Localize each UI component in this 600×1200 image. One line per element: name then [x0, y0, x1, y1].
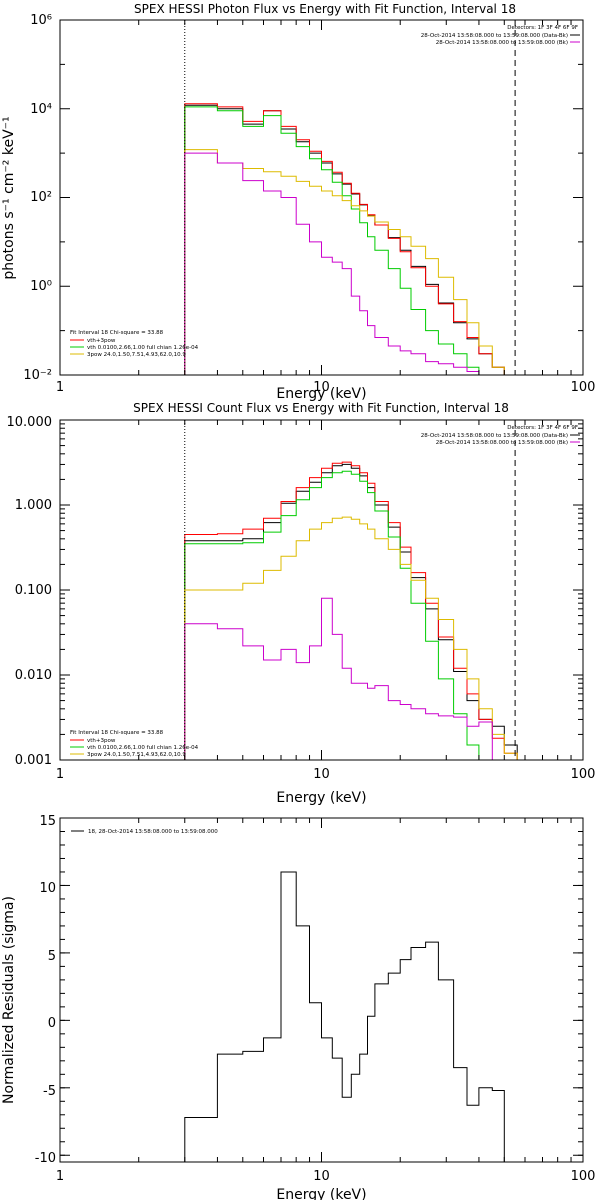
photon-y-axis-label: photons s⁻¹ cm⁻² keV⁻¹ [1, 116, 17, 279]
count-y-tick-label: 0.010 [15, 668, 52, 683]
count-series-2 [184, 470, 543, 761]
count-fit-header: Fit Interval 18 Chi-square = 33.88 [70, 730, 164, 736]
residuals-series-group [184, 871, 518, 1163]
count-series-1 [184, 461, 543, 761]
photon-legend-entry-background: 28-Oct-2014 13:58:08.000 to 13:59:08.000… [436, 40, 568, 46]
count-series-0 [184, 463, 543, 761]
residuals-y-axis-label: Normalized Residuals (sigma) [1, 896, 17, 1104]
photon-legend-entry-data: 28-Oct-2014 13:58:08.000 to 13:59:08.000… [421, 33, 568, 39]
count-legend-top: Detectors: 1F 3F 4F 6F 9F 28-Oct-2014 13… [421, 425, 580, 446]
count-y-tick-label: 10.000 [7, 415, 53, 430]
count-chart-title: SPEX HESSI Count Flux vs Energy with Fit… [133, 401, 509, 415]
photon-plot-frame [59, 19, 584, 376]
count-series-4 [184, 597, 543, 761]
photon-x-axis-label: Energy (keV) [276, 386, 366, 402]
count-series-group [184, 461, 543, 761]
residuals-legend-entry: 18, 28-Oct-2014 13:58:08.000 to 13:59:08… [88, 829, 218, 835]
count-legend-bottom: Fit Interval 18 Chi-square = 33.88 vth+3… [70, 730, 199, 758]
residuals-y-axis [60, 817, 583, 1156]
residuals-legend: 18, 28-Oct-2014 13:58:08.000 to 13:59:08… [71, 829, 218, 835]
count-flux-panel: SPEX HESSI Count Flux vs Energy with Fit… [7, 401, 596, 806]
count-y-tick-label: 1.000 [15, 498, 52, 513]
residuals-x-tick-label: 100 [571, 1169, 596, 1184]
residuals-x-axis-label: Energy (keV) [276, 1187, 366, 1200]
count-legend-entry-background: 28-Oct-2014 13:58:08.000 to 13:59:08.000… [436, 440, 568, 446]
photon-x-tick-label: 100 [571, 380, 596, 395]
residuals-x-tick-label: 1 [56, 1169, 64, 1184]
count-x-tick-label: 1 [56, 767, 64, 782]
count-x-tick-label: 10 [313, 767, 330, 782]
residuals-y-tick-label: 10 [39, 881, 56, 896]
photon-y-tick-label: 10⁻² [23, 368, 52, 383]
photon-y-tick-label: 10² [30, 190, 52, 205]
photon-x-axis [59, 20, 572, 375]
photon-y-tick-label: 10⁰ [30, 279, 52, 294]
photon-y-axis [60, 19, 583, 376]
photon-legend-top: Detectors: 1F 3F 4F 6F 9F 28-Oct-2014 13… [421, 25, 580, 46]
photon-y-tick-label: 10⁶ [30, 13, 52, 28]
photon-chart-title: SPEX HESSI Photon Flux vs Energy with Fi… [134, 2, 516, 16]
residuals-y-tick-label: -10 [35, 1151, 56, 1166]
photon-legend-header: Detectors: 1F 3F 4F 6F 9F [507, 25, 578, 31]
residuals-y-tick-label: 5 [48, 949, 56, 964]
count-legend-entry-fit: vth+3pow [87, 738, 116, 744]
photon-fit-header: Fit Interval 18 Chi-square = 33.88 [70, 330, 164, 336]
residuals-x-tick-label: 10 [313, 1169, 330, 1184]
count-y-tick-label: 0.100 [15, 583, 52, 598]
count-series-3 [184, 516, 543, 761]
photon-legend-entry-3pow: 3pow 24.0,1.50,7.51,4.93,62.0,10.9 [87, 352, 186, 358]
count-y-axis [60, 419, 583, 761]
residuals-y-tick-label: 15 [39, 814, 56, 829]
count-legend-header: Detectors: 1F 3F 4F 6F 9F [507, 425, 578, 431]
count-legend-entry-vth: vth 0.0100,2.66,1.00 full chian 1.26e-04 [87, 745, 199, 751]
photon-series-1 [184, 103, 531, 376]
residuals-x-axis [59, 818, 572, 1162]
photon-y-tick-label: 10⁴ [30, 102, 52, 117]
photon-legend-entry-vth: vth 0.0100,2.66,1.00 full chian 1.26e-04 [87, 345, 199, 351]
count-legend-entry-3pow: 3pow 24.0,1.50,7.51,4.93,62.0,10.9 [87, 752, 186, 758]
count-y-tick-label: 0.001 [15, 753, 52, 768]
photon-flux-panel: SPEX HESSI Photon Flux vs Energy with Fi… [1, 2, 595, 402]
residuals-y-tick-label: -5 [43, 1084, 56, 1099]
photon-series-4 [184, 152, 531, 376]
count-x-axis-label: Energy (keV) [276, 790, 366, 806]
photon-x-tick-label: 10 [313, 380, 330, 395]
photon-series-3 [184, 149, 531, 376]
count-x-axis [59, 420, 572, 760]
photon-series-group [184, 103, 531, 376]
photon-legend-bottom: Fit Interval 18 Chi-square = 33.88 vth+3… [70, 330, 199, 358]
count-x-tick-label: 100 [571, 767, 596, 782]
count-legend-entry-data: 28-Oct-2014 13:58:08.000 to 13:59:08.000… [421, 433, 568, 439]
residuals-y-tick-label: 0 [48, 1016, 56, 1031]
photon-x-tick-label: 1 [56, 380, 64, 395]
photon-legend-entry-fit: vth+3pow [87, 338, 116, 344]
photon-series-2 [184, 106, 531, 376]
residuals-series-0 [184, 871, 518, 1163]
